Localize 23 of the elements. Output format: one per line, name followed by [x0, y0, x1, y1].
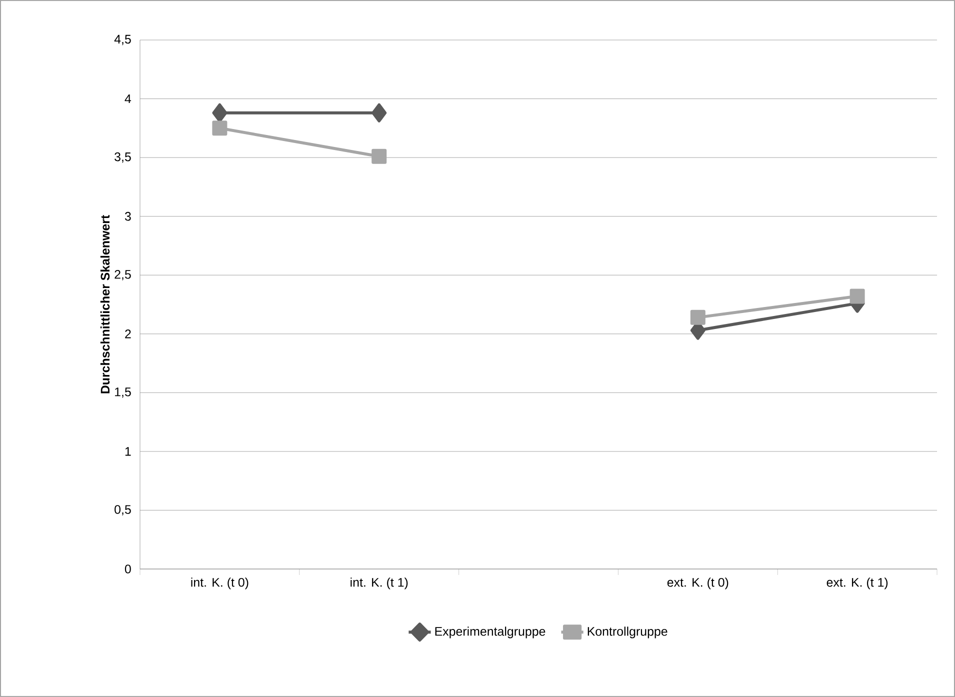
- legend-label: Experimentalgruppe: [435, 626, 546, 638]
- point: [372, 103, 387, 122]
- y-tick-label: 1: [125, 447, 131, 456]
- y-tick-label: 0: [124, 564, 131, 574]
- x-tick-label: ext. K. (t 0): [667, 578, 728, 590]
- y-tick-label: 3,5: [114, 152, 131, 163]
- x-tick-label: int. K. (t 1): [350, 578, 408, 590]
- point: [850, 288, 865, 304]
- y-axis-title: Durchschnittlicher Skalenwert: [100, 215, 110, 394]
- point: [690, 310, 706, 325]
- y-tick-label: 1,5: [115, 388, 131, 398]
- legend-label: Kontrollgruppe: [588, 626, 668, 638]
- y-tick-label: 4,5: [114, 34, 131, 46]
- y-tick-label: 2: [125, 330, 131, 338]
- y-tick-label: 0,5: [114, 505, 131, 516]
- point: [212, 103, 228, 122]
- point: [372, 148, 387, 164]
- point: [212, 120, 228, 136]
- x-tick-label: int. K. (t 0): [191, 578, 248, 590]
- x-tick-label: ext. K. (t 1): [826, 578, 888, 590]
- y-tick-label: 3: [124, 212, 131, 221]
- y-tick-label: 4: [124, 94, 132, 104]
- y-tick-label: 2,5: [114, 270, 131, 280]
